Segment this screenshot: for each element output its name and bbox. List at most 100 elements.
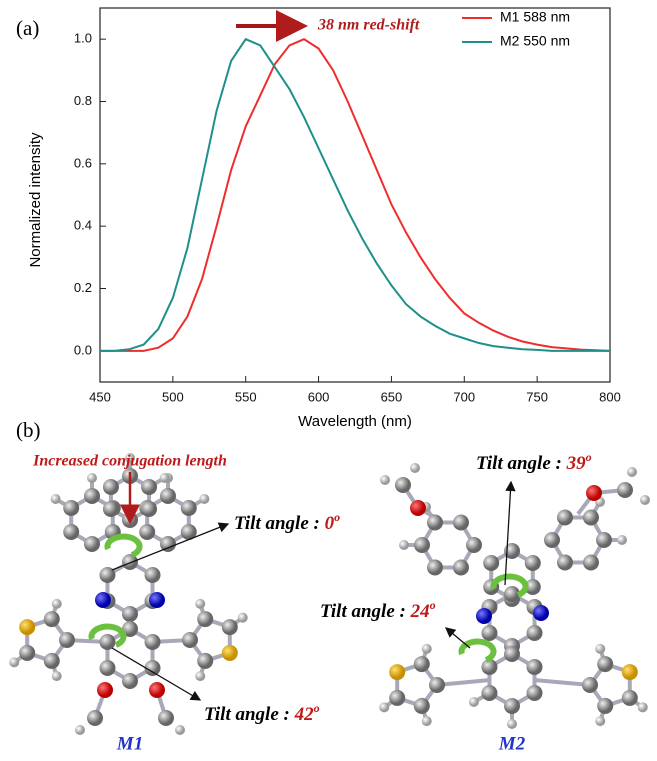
tilt-angle: 39 [566, 453, 587, 474]
atom [160, 473, 170, 483]
atom [141, 501, 157, 517]
tilt-angle: 0 [325, 513, 335, 534]
x-tick-label: 450 [89, 389, 111, 404]
atom [427, 560, 443, 576]
atom [395, 477, 411, 493]
x-tick-label: 700 [453, 389, 475, 404]
atom [504, 586, 520, 602]
atom [422, 716, 432, 726]
atom [622, 690, 638, 706]
y-tick-label: 0.8 [74, 93, 92, 108]
atom [453, 560, 469, 576]
panel-label: (a) [16, 16, 39, 40]
atom [597, 656, 613, 672]
atom [429, 677, 445, 693]
tilt-text: Tilt angle : [234, 513, 325, 534]
atom [99, 634, 115, 650]
tilt-label: Tilt angle : 42o [204, 701, 320, 726]
atom [453, 514, 469, 530]
x-tick-label: 650 [381, 389, 403, 404]
atom [504, 646, 520, 662]
atom [466, 537, 482, 553]
atom [483, 555, 499, 571]
atom [87, 710, 103, 726]
y-tick-label: 0.2 [74, 280, 92, 295]
plot-frame [100, 8, 610, 382]
atom [414, 656, 430, 672]
atom [389, 664, 405, 680]
atom [504, 698, 520, 714]
atom [19, 619, 35, 635]
pointer-arrow [446, 628, 470, 648]
atom [414, 698, 430, 714]
atom [557, 509, 573, 525]
atom [44, 653, 60, 669]
tilt-degree: o [314, 701, 320, 715]
atom [87, 473, 97, 483]
y-axis-label: Normalized intensity [27, 132, 44, 268]
atom [617, 535, 627, 545]
atom [103, 479, 119, 495]
atom [595, 716, 605, 726]
tilt-label: Tilt angle : 0o [234, 510, 340, 535]
x-axis-label: Wavelength (nm) [298, 413, 412, 430]
atom [197, 611, 213, 627]
atom [182, 632, 198, 648]
y-tick-label: 0.4 [74, 218, 92, 233]
atom [596, 532, 612, 548]
tilt-text: Tilt angle : [320, 601, 411, 622]
atom [583, 555, 599, 571]
atom [238, 613, 248, 623]
atom [617, 482, 633, 498]
atom [84, 536, 100, 552]
tilt-angle: 24 [410, 601, 430, 622]
atom [195, 671, 205, 681]
atom [544, 532, 560, 548]
tilt-degree: o [430, 598, 436, 612]
atom [122, 673, 138, 689]
atom [414, 537, 430, 553]
molecule-name: M1 [116, 733, 143, 754]
legend-label: M1 588 nm [500, 9, 570, 25]
atom [379, 702, 389, 712]
atom [84, 488, 100, 504]
tilt-degree: o [334, 510, 340, 524]
pointer-arrow [505, 482, 511, 585]
molecules [9, 453, 650, 735]
atom [63, 500, 79, 516]
x-tick-label: 750 [526, 389, 548, 404]
atom [97, 682, 113, 698]
atom [141, 479, 157, 495]
atom [638, 702, 648, 712]
bond [534, 680, 590, 685]
atom [149, 592, 165, 608]
atom [95, 592, 111, 608]
atom [44, 611, 60, 627]
atom [149, 682, 165, 698]
annotation: 38 nm red-shift [317, 17, 420, 34]
atom [583, 509, 599, 525]
atom [469, 697, 479, 707]
atom [99, 660, 115, 676]
atom [380, 475, 390, 485]
atom [595, 644, 605, 654]
tilt-text: Tilt angle : [476, 453, 567, 474]
atom [222, 645, 238, 661]
atom [52, 671, 62, 681]
series-line [100, 39, 610, 351]
tilt-text: Tilt angle : [204, 704, 295, 725]
legend-label: M2 550 nm [500, 33, 570, 49]
atom [122, 606, 138, 622]
atom [597, 698, 613, 714]
atom [199, 494, 209, 504]
atom [158, 710, 174, 726]
y-tick-label: 0.0 [74, 342, 92, 357]
atom [197, 653, 213, 669]
molecule-name: M2 [498, 733, 526, 754]
atom [582, 677, 598, 693]
y-tick-label: 0.6 [74, 155, 92, 170]
atom [19, 645, 35, 661]
atom [410, 463, 420, 473]
atom [586, 485, 602, 501]
atom [525, 555, 541, 571]
